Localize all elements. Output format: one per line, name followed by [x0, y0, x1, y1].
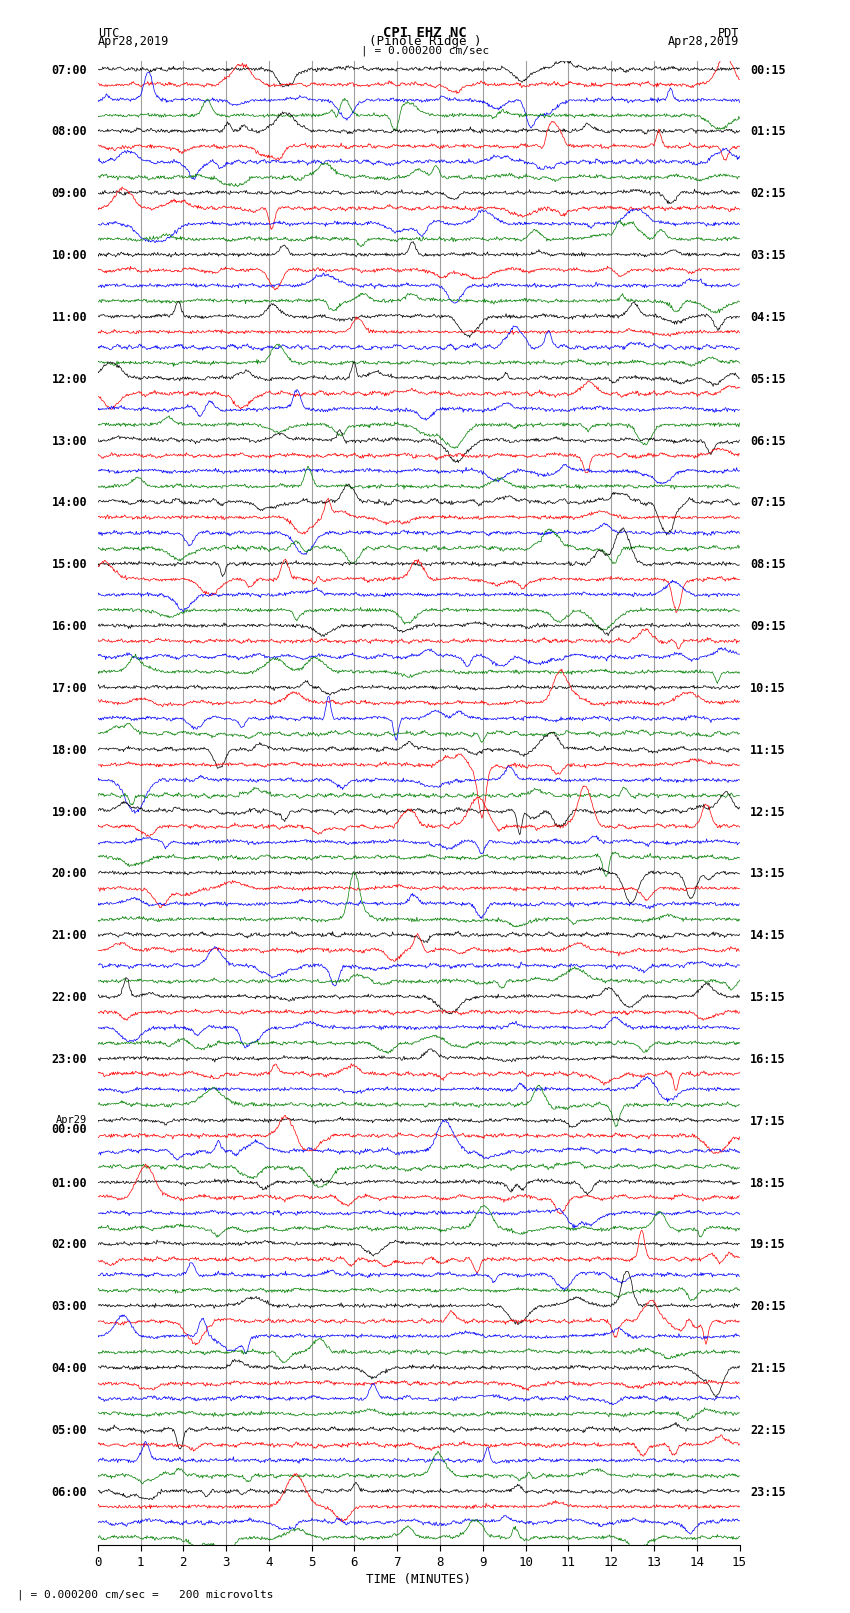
Text: 07:00: 07:00 [52, 63, 87, 76]
Text: 22:00: 22:00 [52, 990, 87, 1003]
Text: 15:15: 15:15 [751, 990, 785, 1003]
Text: 23:00: 23:00 [52, 1053, 87, 1066]
Text: 03:00: 03:00 [52, 1300, 87, 1313]
Text: 17:00: 17:00 [52, 682, 87, 695]
Text: 15:00: 15:00 [52, 558, 87, 571]
Text: 12:00: 12:00 [52, 373, 87, 386]
Text: 11:15: 11:15 [751, 744, 785, 756]
Text: 00:00: 00:00 [52, 1123, 87, 1136]
Text: Apr28,2019: Apr28,2019 [668, 34, 740, 47]
Text: Apr28,2019: Apr28,2019 [98, 34, 169, 47]
Text: 07:15: 07:15 [751, 497, 785, 510]
Text: 05:00: 05:00 [52, 1424, 87, 1437]
Text: (Pinole Ridge ): (Pinole Ridge ) [369, 34, 481, 47]
Text: 23:15: 23:15 [751, 1486, 785, 1498]
Text: 01:15: 01:15 [751, 126, 785, 139]
Text: 06:00: 06:00 [52, 1486, 87, 1498]
Text: 02:00: 02:00 [52, 1239, 87, 1252]
Text: 22:15: 22:15 [751, 1424, 785, 1437]
Text: | = 0.000200 cm/sec =   200 microvolts: | = 0.000200 cm/sec = 200 microvolts [17, 1589, 274, 1600]
Text: 14:15: 14:15 [751, 929, 785, 942]
Text: 08:00: 08:00 [52, 126, 87, 139]
Text: 08:15: 08:15 [751, 558, 785, 571]
Text: 09:00: 09:00 [52, 187, 87, 200]
Text: 12:15: 12:15 [751, 805, 785, 818]
Text: 06:15: 06:15 [751, 434, 785, 447]
Text: CPI EHZ NC: CPI EHZ NC [383, 26, 467, 39]
Text: 21:15: 21:15 [751, 1361, 785, 1374]
Text: 04:15: 04:15 [751, 311, 785, 324]
Text: 18:00: 18:00 [52, 744, 87, 756]
Text: 11:00: 11:00 [52, 311, 87, 324]
Text: 19:00: 19:00 [52, 805, 87, 818]
Text: 02:15: 02:15 [751, 187, 785, 200]
Text: PDT: PDT [718, 26, 740, 39]
Text: 10:15: 10:15 [751, 682, 785, 695]
Text: UTC: UTC [98, 26, 119, 39]
Text: Apr29: Apr29 [56, 1115, 87, 1124]
Text: 18:15: 18:15 [751, 1176, 785, 1189]
Text: 19:15: 19:15 [751, 1239, 785, 1252]
Text: 01:00: 01:00 [52, 1176, 87, 1189]
Text: 04:00: 04:00 [52, 1361, 87, 1374]
X-axis label: TIME (MINUTES): TIME (MINUTES) [366, 1573, 471, 1586]
Text: 17:15: 17:15 [751, 1115, 785, 1127]
Text: 16:15: 16:15 [751, 1053, 785, 1066]
Text: 14:00: 14:00 [52, 497, 87, 510]
Text: 16:00: 16:00 [52, 619, 87, 632]
Text: 09:15: 09:15 [751, 619, 785, 632]
Text: 13:15: 13:15 [751, 868, 785, 881]
Text: 13:00: 13:00 [52, 434, 87, 447]
Text: 05:15: 05:15 [751, 373, 785, 386]
Text: | = 0.000200 cm/sec: | = 0.000200 cm/sec [361, 45, 489, 56]
Text: 20:00: 20:00 [52, 868, 87, 881]
Text: 00:15: 00:15 [751, 63, 785, 76]
Text: 03:15: 03:15 [751, 248, 785, 261]
Text: 10:00: 10:00 [52, 248, 87, 261]
Text: 20:15: 20:15 [751, 1300, 785, 1313]
Text: 21:00: 21:00 [52, 929, 87, 942]
